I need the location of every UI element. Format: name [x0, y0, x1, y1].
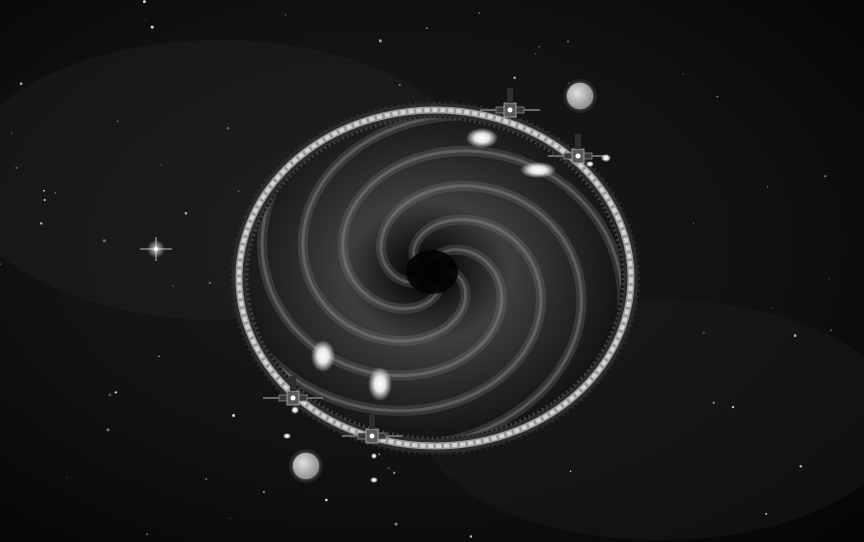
star — [158, 355, 160, 358]
star — [712, 401, 715, 404]
star — [146, 533, 149, 536]
star — [378, 453, 381, 456]
vortex-arm-highlight — [249, 218, 543, 413]
star — [828, 278, 830, 280]
star — [393, 471, 396, 474]
satellite-ship-icon[interactable] — [520, 134, 611, 178]
star — [771, 307, 774, 309]
star — [682, 73, 684, 75]
dish-icon — [565, 81, 595, 111]
star — [10, 132, 13, 134]
star — [205, 478, 208, 481]
star — [54, 192, 57, 194]
star — [425, 27, 428, 30]
star — [116, 120, 119, 123]
vortex-arm-highlight — [379, 184, 584, 438]
vortex-arm-highlight — [301, 118, 560, 343]
thruster-glow — [311, 340, 335, 372]
star — [43, 189, 45, 192]
star — [513, 76, 516, 79]
thruster-glow — [283, 433, 291, 439]
vortex-arm — [297, 118, 564, 347]
thruster-glow — [371, 453, 377, 459]
star — [799, 464, 803, 468]
ring-gate[interactable] — [230, 101, 640, 455]
star — [394, 522, 398, 526]
star — [106, 428, 110, 432]
star — [142, 0, 146, 4]
star — [731, 405, 735, 409]
star — [534, 53, 536, 55]
star — [226, 126, 230, 130]
star — [793, 334, 797, 337]
star — [232, 414, 236, 417]
thruster-glow — [466, 128, 498, 148]
star — [830, 329, 832, 332]
star — [387, 467, 390, 470]
star — [262, 490, 266, 494]
star — [172, 285, 174, 287]
thruster-glow — [601, 154, 611, 162]
tug-ships — [263, 79, 611, 483]
satellite-ship-icon[interactable] — [466, 79, 597, 148]
star — [285, 14, 287, 16]
star — [469, 535, 473, 538]
vortex-arm — [375, 180, 587, 438]
star — [43, 198, 46, 202]
star — [766, 185, 769, 188]
vortex-arm-highlight — [341, 149, 621, 336]
bright-star-icon — [140, 237, 172, 261]
star — [325, 498, 328, 502]
star — [150, 25, 154, 29]
star — [692, 222, 695, 224]
thruster-glow — [520, 162, 556, 178]
star — [398, 83, 401, 86]
star — [145, 19, 147, 21]
star — [114, 391, 117, 394]
wormhole-vortex[interactable] — [238, 115, 622, 445]
star — [569, 470, 572, 473]
thruster-glow — [368, 367, 392, 401]
star — [66, 476, 68, 479]
star — [702, 331, 705, 334]
star — [102, 239, 106, 243]
dish-icon — [291, 451, 321, 481]
star — [108, 393, 112, 397]
star — [39, 222, 43, 225]
star — [237, 190, 240, 192]
vortex-arm — [337, 145, 621, 341]
satellite-ship-icon[interactable] — [263, 340, 335, 439]
star — [378, 39, 382, 43]
star — [15, 166, 18, 170]
star — [824, 175, 827, 178]
star — [208, 281, 211, 285]
star — [184, 212, 188, 215]
vortex-arm — [249, 214, 547, 416]
star — [229, 517, 231, 519]
star — [0, 263, 2, 266]
star — [478, 12, 480, 14]
star — [716, 95, 719, 98]
thruster-glow — [370, 477, 378, 483]
satellite-ship-icon[interactable] — [289, 367, 402, 483]
vortex-arm-highlight — [260, 124, 504, 378]
spiral-vortex-icon — [249, 118, 621, 438]
vortex-arm — [256, 120, 507, 381]
star — [566, 40, 570, 43]
star — [538, 45, 541, 48]
star — [19, 82, 23, 85]
star — [765, 512, 768, 515]
star — [160, 164, 162, 166]
thruster-glow — [586, 161, 594, 167]
thruster-glow — [291, 406, 299, 414]
